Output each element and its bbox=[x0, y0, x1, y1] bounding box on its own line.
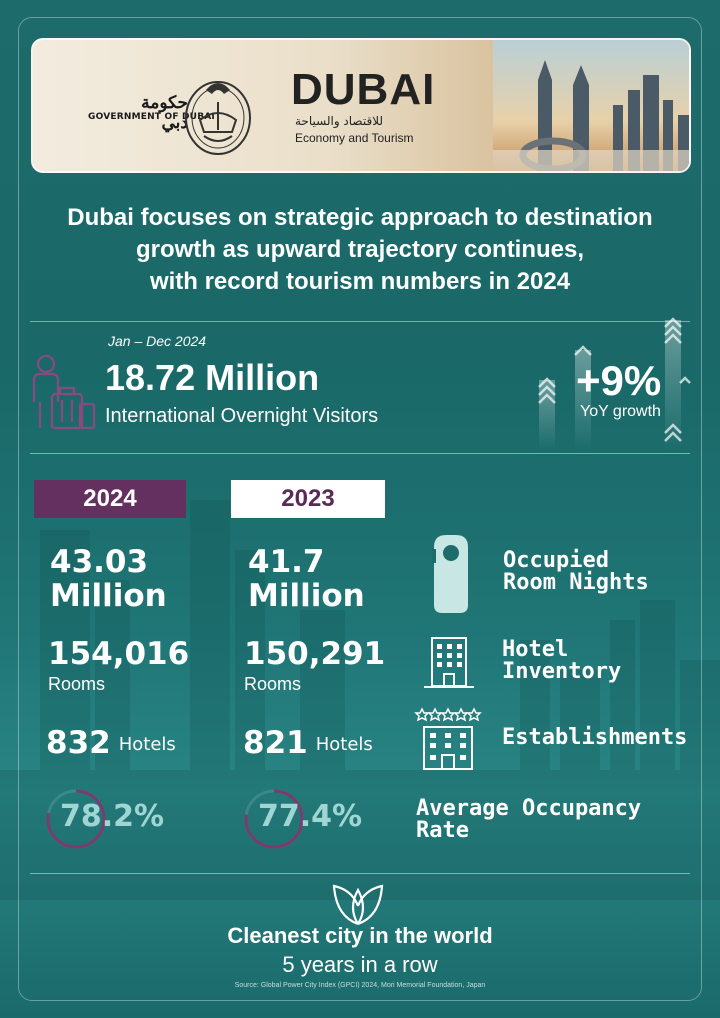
occupancy-2024-ring bbox=[46, 789, 106, 849]
government-arabic-name: حكومة دبي bbox=[141, 93, 188, 133]
hotels-2024-label: Hotels bbox=[118, 734, 176, 755]
rooms-2024-label: Rooms bbox=[48, 674, 106, 694]
inventory-label: Hotel Inventory bbox=[502, 639, 621, 683]
rated-hotel-icon bbox=[414, 707, 482, 770]
hotels-2023: 821 Hotels bbox=[243, 726, 373, 762]
growth-value: +9% bbox=[576, 357, 662, 404]
room-nights-2024-unit: Million bbox=[50, 578, 167, 614]
door-hanger-icon bbox=[432, 535, 468, 613]
room-nights-2023-number: 41.7 bbox=[248, 544, 325, 580]
headline-line-2: growth as upward trajectory continues, bbox=[135, 236, 585, 263]
inventory-label-line-1: Hotel bbox=[502, 637, 569, 662]
cleanest-city-subtitle: 5 years in a row bbox=[282, 952, 438, 977]
inventory-label-line-2: Inventory bbox=[502, 659, 622, 684]
occupancy-2024: 78.2% bbox=[44, 787, 184, 851]
occupancy-rate-label: Average Occupancy Rate bbox=[416, 798, 641, 842]
hotels-2024: 832 Hotels bbox=[46, 726, 176, 762]
government-english-name: GOVERNMENT OF DUBAI bbox=[88, 112, 215, 122]
visitors-value: 18.72 Million bbox=[105, 357, 320, 398]
visitors-period: Jan – Dec 2024 bbox=[108, 333, 207, 349]
headline-line-1: Dubai focuses on strategic approach to d… bbox=[67, 204, 653, 231]
city-skyline-image bbox=[493, 40, 689, 171]
occupancy-rate-label-line-2: Rate bbox=[416, 818, 469, 843]
traveler-luggage-icon bbox=[32, 354, 96, 430]
occupancy-2023: 77.4% bbox=[242, 787, 382, 851]
room-nights-2023-unit: Million bbox=[248, 578, 365, 614]
hotels-2024-value: 832 bbox=[46, 725, 111, 761]
hotels-2023-value: 821 bbox=[243, 725, 308, 761]
cleanest-city-leaf-icon bbox=[332, 884, 384, 926]
header-banner: حكومة دبي GOVERNMENT OF DUBAI DUBAI للاق… bbox=[31, 38, 691, 173]
headline: Dubai focuses on strategic approach to d… bbox=[30, 202, 690, 298]
year-2023-tab: 2023 bbox=[231, 480, 385, 518]
rooms-2023-label: Rooms bbox=[244, 674, 302, 694]
visitors-label: International Overnight Visitors bbox=[105, 405, 379, 427]
room-nights-2023: 41.7 Million bbox=[248, 545, 365, 613]
room-nights-label-line-1: Occupied bbox=[503, 548, 609, 573]
room-nights-label-line-2: Room Nights bbox=[503, 570, 649, 595]
rooms-2024-value: 154,016 bbox=[48, 636, 190, 672]
divider-top bbox=[30, 321, 690, 322]
hotels-2023-label: Hotels bbox=[315, 734, 373, 755]
source-note: Source: Global Power City Index (GPCI) 2… bbox=[234, 982, 486, 989]
skyline-background bbox=[0, 500, 720, 900]
divider-bottom bbox=[30, 873, 690, 874]
government-emblem-icon bbox=[185, 81, 251, 155]
occupancy-2023-ring bbox=[244, 789, 304, 849]
growth-arrows-icon bbox=[538, 317, 691, 450]
rooms-2023-value: 150,291 bbox=[244, 636, 386, 672]
room-nights-2024: 43.03 Million bbox=[50, 545, 167, 613]
establishments-label: Establishments bbox=[502, 725, 688, 750]
room-nights-label: Occupied Room Nights bbox=[503, 550, 649, 594]
growth-label: YoY growth bbox=[580, 403, 661, 420]
page-frame bbox=[18, 17, 702, 1001]
occupancy-2023-value: 77.4% bbox=[258, 799, 363, 834]
dubai-brand-arabic: للاقتصاد والسياحة bbox=[295, 114, 384, 128]
year-2024-tab: 2024 bbox=[34, 480, 186, 518]
occupancy-rate-label-line-1: Average Occupancy bbox=[416, 796, 642, 821]
occupancy-2024-value: 78.2% bbox=[60, 799, 165, 834]
room-nights-2024-number: 43.03 bbox=[50, 544, 149, 580]
dubai-brand-subtitle: Economy and Tourism bbox=[295, 131, 414, 145]
dubai-brand-logo: DUBAI bbox=[291, 65, 436, 114]
cleanest-city-title: Cleanest city in the world bbox=[227, 923, 493, 948]
divider-middle bbox=[30, 453, 690, 454]
hotel-building-icon bbox=[424, 637, 474, 688]
headline-line-3: with record tourism numbers in 2024 bbox=[149, 268, 571, 295]
